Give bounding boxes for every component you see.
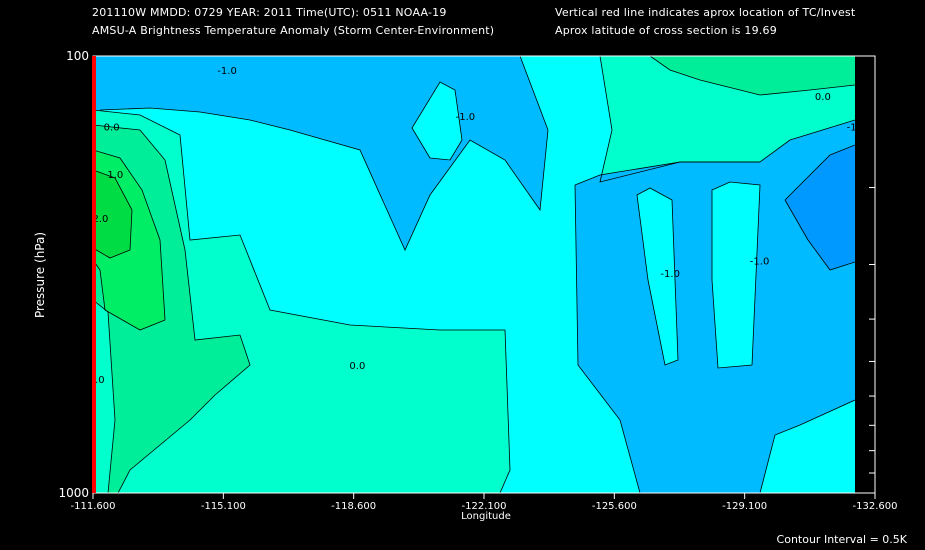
contour-lines — [93, 56, 855, 493]
region-anom-minus1-5 — [785, 145, 855, 270]
x-tick-label: -111.600 — [71, 501, 116, 512]
contour-label: 0.0 — [89, 375, 105, 386]
contour-label: 0.0 — [349, 361, 365, 372]
x-tick-label: -129.100 — [722, 501, 767, 512]
contour-label: -1.0 — [660, 269, 680, 280]
contour-line-slot1 — [636, 187, 679, 366]
x-axis-label: Longitude — [461, 511, 511, 522]
right-strip — [855, 56, 875, 493]
region-anom-minus0-5-slot1 — [637, 188, 678, 365]
header-line-4: Aprox latitude of cross section is 19.69 — [555, 24, 777, 37]
contour-line-0-5-left — [93, 124, 251, 493]
contour-line-0-left-sliver — [93, 299, 116, 493]
x-tick-label: -118.600 — [331, 501, 376, 512]
header-line-3: Vertical red line indicates aprox locati… — [555, 6, 856, 19]
x-tick-label: -115.100 — [201, 501, 246, 512]
region-anom-0-5-topright — [650, 56, 855, 95]
region-anom-minus0-5-hole — [412, 82, 462, 160]
contour-label: -1.0 — [750, 257, 770, 268]
region-anom-minus0-5-slot2 — [712, 182, 760, 368]
contour-line-1-left — [93, 149, 166, 331]
contour-line-0-5-topright — [649, 56, 855, 96]
contour-line-0-left — [93, 109, 511, 493]
contour-line-1-5-left — [93, 169, 133, 259]
y-axis-ticks: 100 1000 — [58, 49, 875, 500]
contour-line-minus1-upper — [99, 56, 549, 251]
contour-label: -1.0 — [217, 66, 237, 77]
contour-label: -1.0 — [456, 112, 476, 123]
x-tick-label: -125.600 — [592, 501, 637, 512]
contour-line-minus1-5 — [784, 144, 855, 271]
y-tick-label: 1000 — [58, 486, 89, 500]
x-axis-ticks: -111.600 -115.100 -118.600 -122.100 -125.600… — [71, 493, 898, 512]
contour-fills — [93, 56, 855, 493]
contour-line-minus1-hole — [411, 81, 463, 161]
x-tick-label: -132.600 — [853, 501, 898, 512]
contour-line-minus1-right — [574, 161, 855, 493]
header-line-1: 201110W MMDD: 0729 YEAR: 2011 Time(UTC):… — [92, 6, 447, 19]
contour-interval-note: Contour Interval = 0.5K — [776, 533, 907, 546]
contour-label: 0.0 — [815, 92, 831, 103]
contour-label: 1.0 — [107, 170, 123, 181]
y-axis-label: Pressure (hPa) — [33, 232, 47, 318]
header-line-2: AMSU-A Brightness Temperature Anomaly (S… — [92, 24, 495, 37]
contour-line-slot2 — [711, 181, 761, 369]
contour-label: 0.0 — [104, 122, 120, 133]
storm-location-line — [92, 56, 96, 493]
x-tick-label: -122.100 — [462, 501, 507, 512]
contour-label: 2.0 — [92, 214, 108, 225]
region-anom-0-left-sliver — [93, 300, 115, 493]
y-tick-label: 100 — [66, 49, 89, 63]
